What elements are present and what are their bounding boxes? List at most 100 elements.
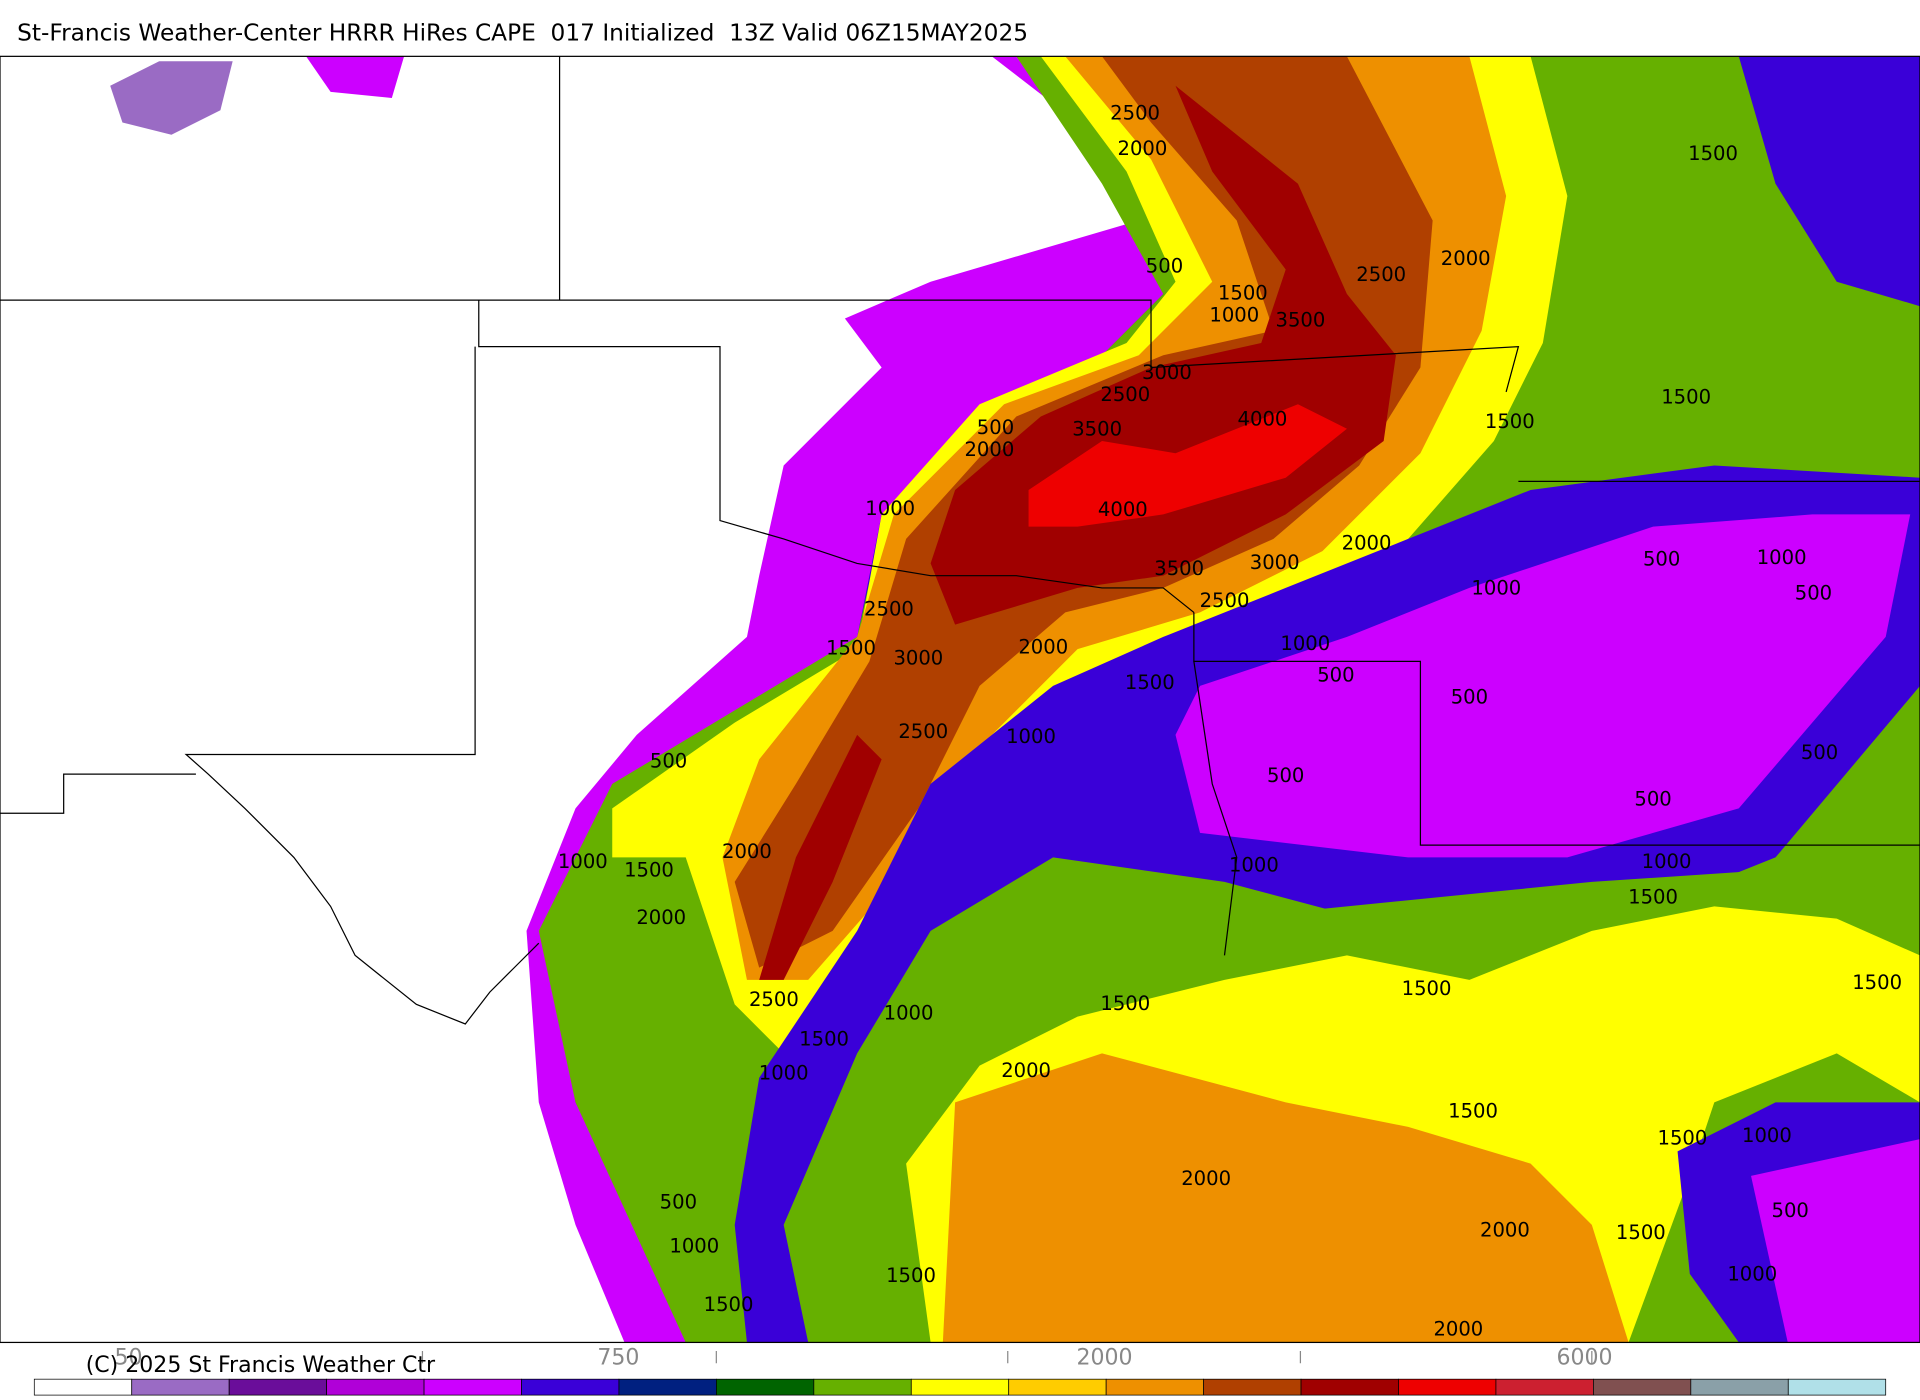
region-magenta-nw [306,56,405,98]
contour-label: 1000 [865,497,915,520]
contour-label: 1000 [759,1062,809,1085]
colorbar-swatch [1300,1378,1399,1396]
contour-label: 2500 [1200,589,1250,612]
contour-label: 1500 [624,858,674,881]
contour-label: 2000 [1480,1218,1530,1241]
contour-label: 1500 [799,1027,849,1050]
region-lavender [110,61,233,135]
contour-label: 3000 [1142,361,1192,384]
contour-label: 500 [1146,255,1183,278]
colorbar-swatch [1593,1378,1692,1396]
contour-label: 500 [1267,764,1304,787]
contour-label: 1500 [1658,1127,1708,1150]
contour-label: 1000 [1209,304,1259,327]
colorbar-label: 2000 [1076,1345,1132,1370]
contour-label: 2000 [964,438,1014,461]
contour-label: 1000 [1727,1263,1777,1286]
contour-label: 1000 [1229,853,1279,876]
state-border [184,346,540,1025]
region-red [1028,404,1347,527]
region-darkred-streak [759,734,882,980]
contour-label: 500 [977,416,1014,439]
colorbar-swatch [1787,1378,1887,1396]
contour-label: 1000 [884,1002,934,1025]
region-magenta-band [1175,514,1911,858]
contour-label: 3500 [1154,557,1204,580]
contour-label: 1500 [1852,971,1902,994]
contour-label: 1000 [1742,1124,1792,1147]
contour-label: 3500 [1072,417,1122,440]
contour-label: 500 [660,1190,697,1213]
contour-label: 2500 [1356,263,1406,286]
contour-label: 1000 [1471,577,1521,600]
state-border [0,299,1195,613]
contour-label: 2000 [1433,1318,1483,1341]
contour-label: 500 [1451,686,1488,709]
contour-label: 2500 [1100,383,1150,406]
colorbar-swatch [1690,1378,1789,1396]
contour-label: 1000 [1006,725,1056,748]
contour-label: 1500 [1616,1221,1666,1244]
map-frame [0,55,1920,1344]
contour-label: 1500 [704,1293,754,1316]
colorbar-swatch [228,1378,327,1396]
colorbar-swatch [423,1378,522,1396]
contour-label: 1500 [1402,977,1452,1000]
colorbar-swatch [1495,1378,1594,1396]
contour-label: 2000 [1441,247,1491,270]
contour-label: 2500 [749,988,799,1011]
colorbar-swatch [521,1378,620,1396]
colorbar-swatch [1398,1378,1497,1396]
colorbar-label: 6000 [1556,1345,1612,1370]
colorbar-swatch [1008,1378,1107,1396]
colorbar-swatch [131,1378,230,1396]
region-magenta-se [1751,1139,1920,1343]
contour-label: 500 [1801,741,1838,764]
contour-label: 1500 [1628,885,1678,908]
contour-label: 1500 [1661,386,1711,409]
contour-label: 2500 [898,720,948,743]
colorbar-label: 50 [115,1345,143,1370]
contour-label: 3000 [1250,551,1300,574]
contour-label: 2500 [1110,101,1160,124]
colorbar-swatch [326,1378,425,1396]
contour-label: 2500 [864,597,914,620]
contour-label: 1000 [558,850,608,873]
contour-label: 2000 [636,906,686,929]
contour-label: 1500 [1125,671,1175,694]
state-border [478,299,1520,393]
contour-label: 2000 [1018,635,1068,658]
contour-label: 1500 [1688,142,1738,165]
contour-label: 1500 [826,637,876,660]
region-orange-gulf [942,1053,1629,1343]
contour-label: 1000 [1642,850,1692,873]
colorbar-swatch [910,1378,1010,1396]
colorbar-swatch [33,1378,133,1396]
contour-label: 500 [650,749,687,772]
contour-label: 500 [1772,1199,1809,1222]
copyright: (C) 2025 St Francis Weather Ctr [86,1353,436,1378]
contour-label: 500 [1795,582,1832,605]
contour-label: 1000 [669,1234,719,1257]
colorbar-swatch [1203,1378,1302,1396]
colorbar-label: 750 [597,1345,639,1370]
colorbar-swatch [813,1378,912,1396]
colorbar: 50 750 2000 6000 [33,1345,1887,1396]
contour-label: 4000 [1238,408,1288,431]
contour-label: 2000 [1342,531,1392,554]
contour-label: 1500 [1218,281,1268,304]
colorbar-swatch [716,1378,815,1396]
contour-label: 1500 [1100,992,1150,1015]
colorbar-swatch [618,1378,717,1396]
field [0,55,1920,1344]
contour-label: 2000 [722,840,772,863]
contour-label: 1500 [886,1264,936,1287]
contour-label: 1000 [1280,632,1330,655]
contour-label: 500 [1634,787,1671,810]
contour-label: 2000 [1181,1167,1231,1190]
contour-label: 3500 [1275,308,1325,331]
title: St-Francis Weather-Center HRRR HiRes CAP… [17,19,1028,46]
